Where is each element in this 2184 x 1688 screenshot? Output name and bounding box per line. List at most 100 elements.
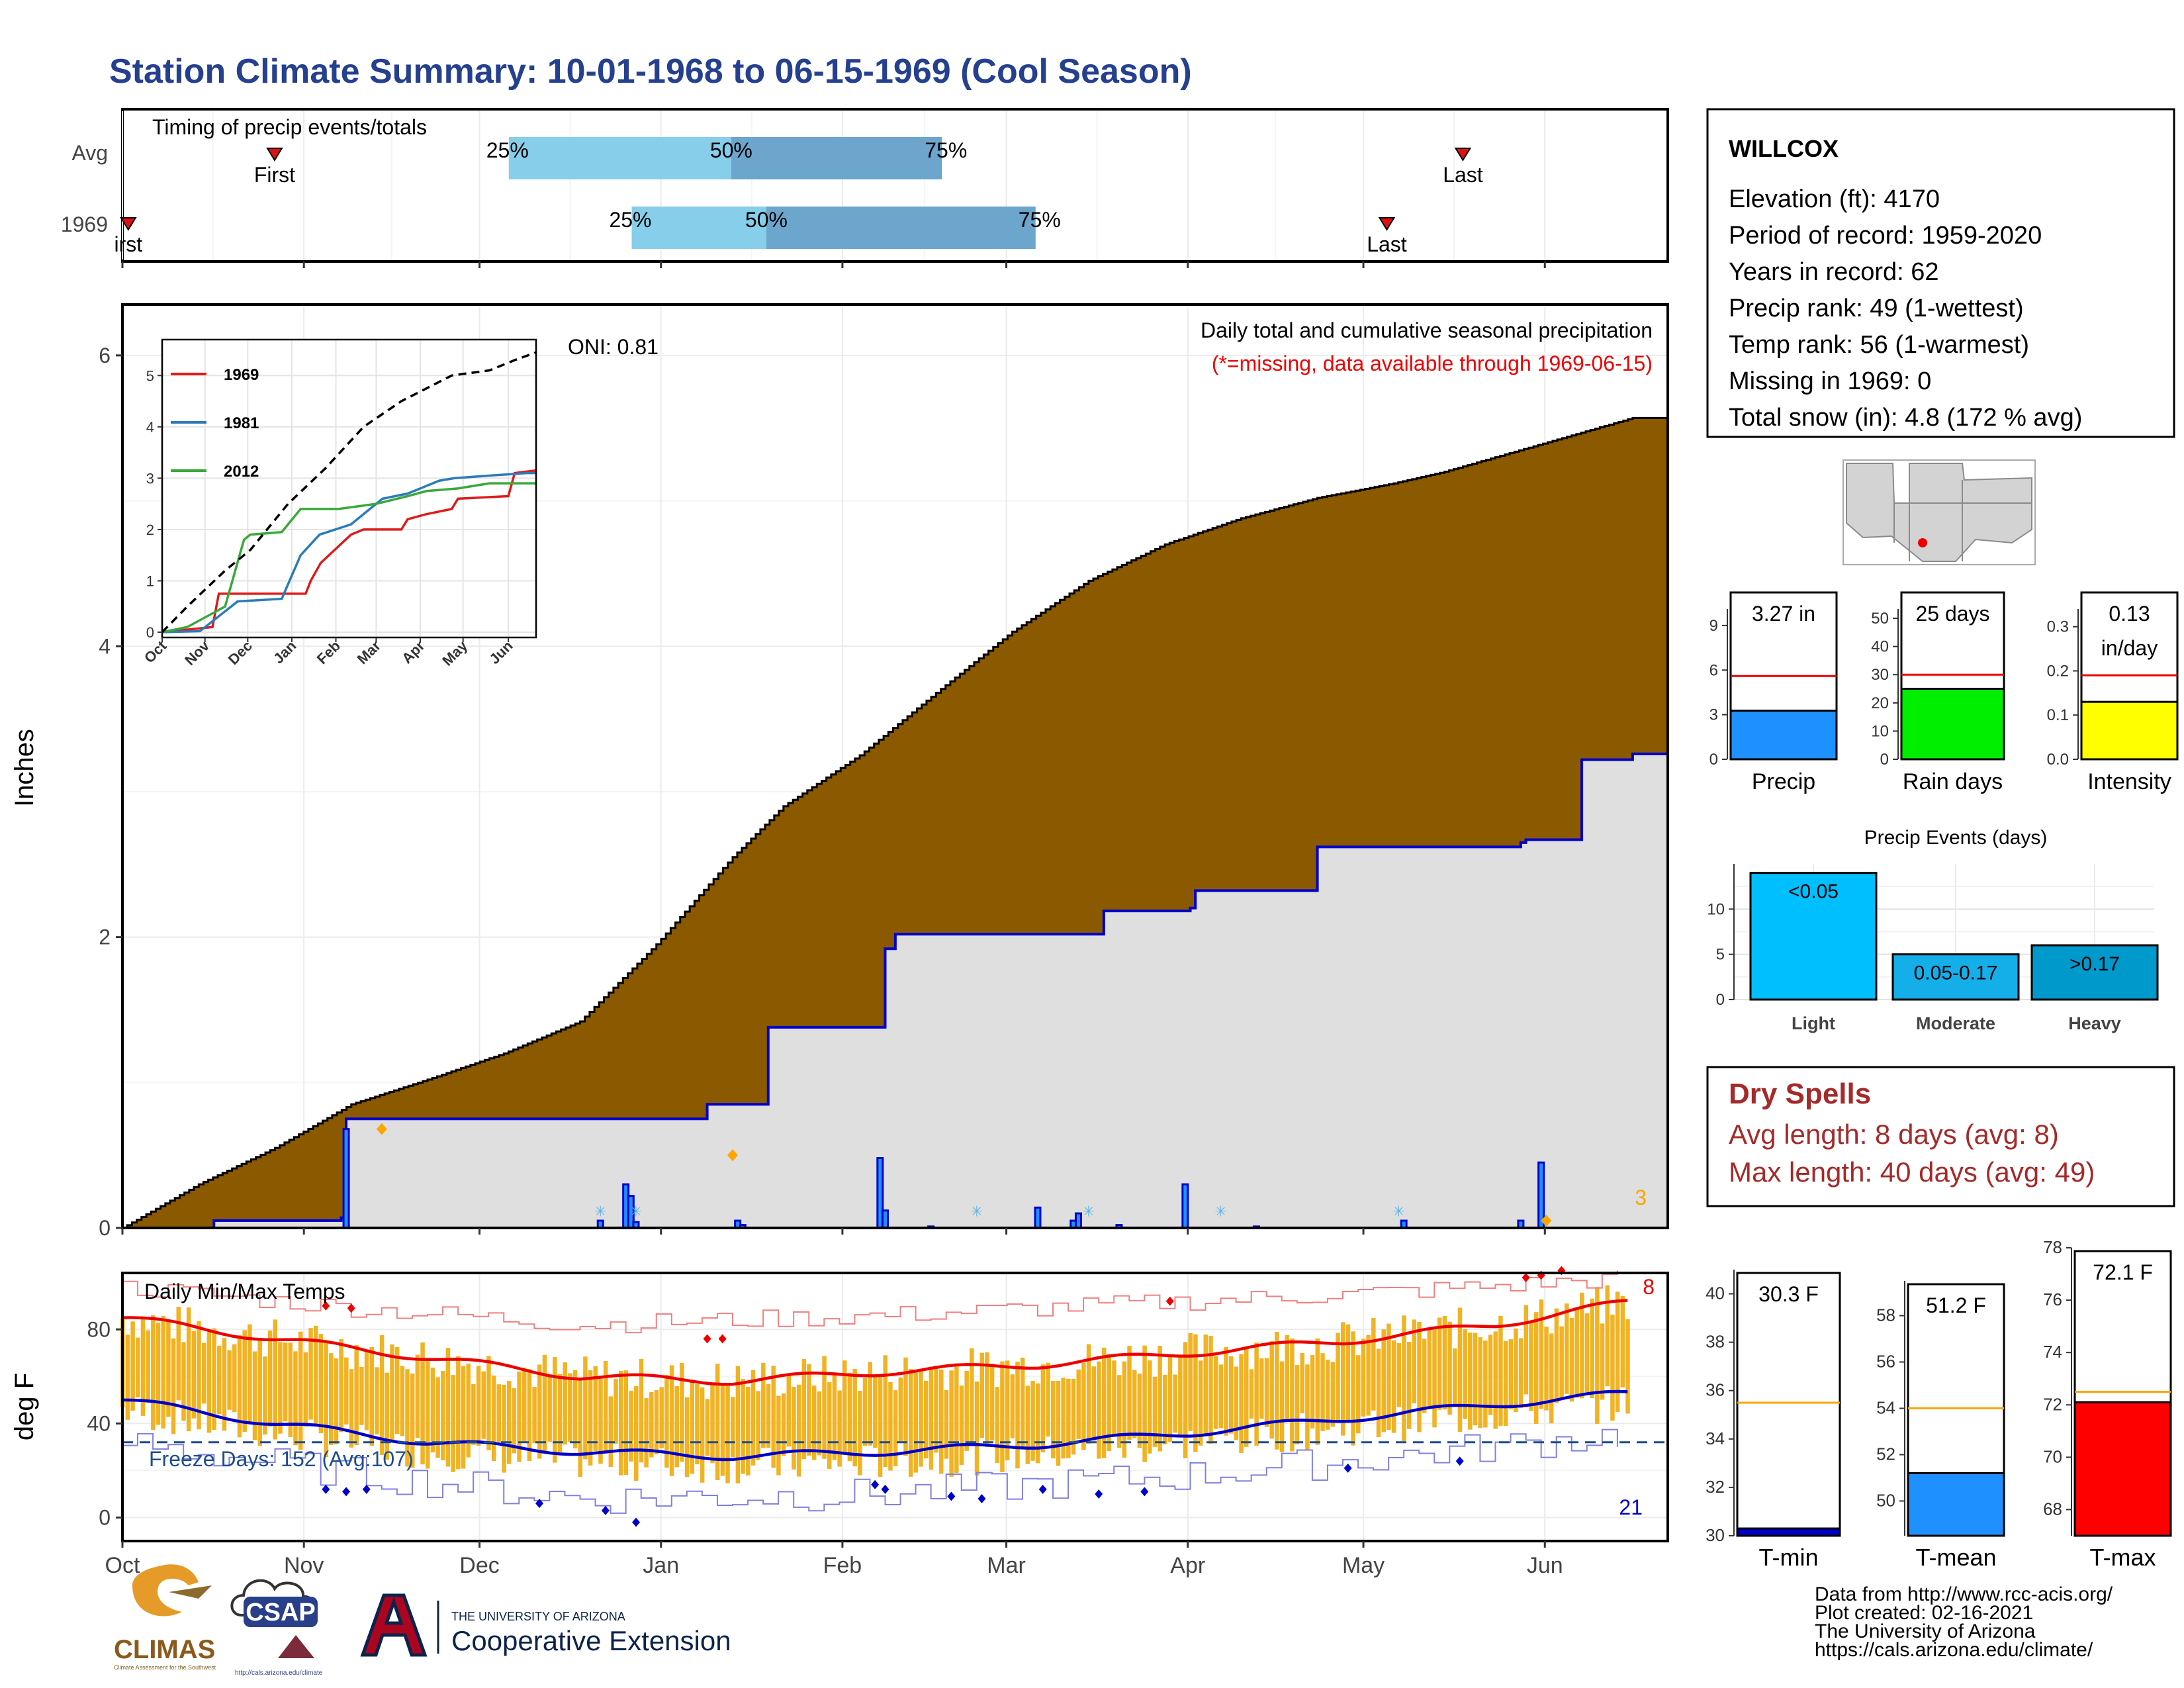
temp-daily-bar-251	[1396, 1342, 1402, 1407]
temp-daily-bar-144	[852, 1369, 857, 1467]
events-ytick-label-10: 10	[1707, 900, 1725, 918]
temp-daily-bar-276	[1524, 1305, 1529, 1395]
temp-daily-bar-159	[929, 1366, 934, 1470]
temp-daily-bar-9	[166, 1321, 171, 1417]
temp-daily-bar-129	[776, 1395, 781, 1476]
temp-daily-bar-220	[1239, 1354, 1244, 1453]
temp-daily-bar-216	[1218, 1364, 1224, 1429]
inset-line-2012	[161, 482, 536, 633]
footer-line-url: https://cals.arizona.edu/climate/	[1815, 1639, 2093, 1661]
temp-daily-bar-110	[680, 1362, 684, 1462]
temp-daily-bar-286	[1574, 1307, 1579, 1398]
temp-daily-bar-40	[324, 1342, 328, 1458]
temp-daily-bar-84	[547, 1374, 552, 1442]
temp-daily-bar-240	[1340, 1322, 1345, 1436]
temp-daily-bar-14	[191, 1331, 197, 1419]
timing-label-year: 1969	[61, 212, 108, 236]
month-label-Oct: Oct	[105, 1553, 140, 1578]
temp-daily-bar-23	[237, 1335, 242, 1438]
temp-daily-bar-50	[375, 1367, 379, 1434]
summary-ytick-label-1-50: 50	[1871, 610, 1889, 628]
footer-info: Data from http://www.rcc-acis.org/ Plot …	[1815, 1583, 2113, 1661]
temp-daily-bar-121	[735, 1366, 741, 1483]
temp-lines	[122, 1266, 1668, 1527]
csap-badge	[244, 1597, 318, 1627]
temp-daily-bar-103	[644, 1398, 649, 1468]
temp-daily-bar-146	[862, 1378, 868, 1446]
precip-summary-charts: 0 3 6 9 3.27 in Precip 0 10 20 30 40 50 25 days Rain …	[1709, 591, 2179, 794]
temp-daily-bar-192	[1097, 1361, 1101, 1459]
tsum-ytick-label-2-76: 76	[2043, 1289, 2062, 1309]
temp-summary-charts: 30 32 34 36 38 40 30.3 F T-min 50 52 54 56 58 51.2 F T…	[1706, 1237, 2172, 1571]
temp-daily-bar-101	[634, 1385, 639, 1481]
temp-daily-bar-219	[1234, 1366, 1239, 1440]
temp-daily-bar-177	[1020, 1358, 1025, 1447]
temp-daily-bar-130	[781, 1393, 786, 1456]
temp-daily-bar-116	[710, 1382, 715, 1464]
snow-marker-5: ✳	[1392, 1203, 1404, 1219]
tsum-bar-T-mean	[1907, 1472, 2005, 1537]
precip-obs-cumulative-line	[122, 752, 1668, 1229]
climas-logo-subtitle: Climate Assessment for the Southwest	[114, 1664, 216, 1671]
footer-line-data: Data from http://www.rcc-acis.org/	[1815, 1583, 2113, 1605]
summary-value-Intensity-0: 0.13	[2109, 602, 2150, 626]
tsum-ytick-label-0-38: 38	[1706, 1332, 1725, 1352]
month-label-Dec: Dec	[459, 1553, 499, 1578]
summary-ytick-label-2-0.0: 0.0	[2047, 751, 2069, 769]
temp-daily-bar-134	[801, 1358, 807, 1460]
temp-daily-bar-22	[232, 1344, 237, 1413]
station-period: Period of record: 1959-2020	[1729, 222, 2042, 250]
temp-daily-bar-24	[242, 1330, 247, 1432]
temp-daily-bar-196	[1116, 1375, 1122, 1448]
temp-daily-bar-186	[1066, 1378, 1071, 1458]
temp-daily-bar-250	[1391, 1340, 1396, 1433]
temp-daily-bar-221	[1244, 1348, 1249, 1447]
inset-grid	[161, 340, 536, 637]
temp-daily-bar-164	[954, 1363, 959, 1474]
temp-daily-bar-228	[1279, 1361, 1285, 1452]
temp-daily-bar-267	[1478, 1337, 1482, 1429]
tsum-label-T-max: T-max	[2089, 1544, 2156, 1571]
precip-obs-cumulative-area	[122, 753, 1668, 1228]
tsum-ytick-label-2-68: 68	[2043, 1499, 2062, 1519]
temp-daily-bar-89	[572, 1370, 578, 1449]
missing-marker-2	[1541, 1215, 1552, 1227]
ua-cooperative-extension-logo[interactable]: THE UNIVERSITY OF ARIZONA Cooperative Ex…	[360, 1593, 731, 1657]
temp-daily-bar-6	[151, 1315, 156, 1430]
tsum-ytick-label-1-54: 54	[1876, 1398, 1895, 1418]
timing-bar-q1-1969	[631, 207, 766, 249]
temp-daily-bar-43	[339, 1338, 343, 1432]
temp-daily-bar-209	[1183, 1342, 1188, 1459]
temp-daily-bar-171	[989, 1364, 995, 1441]
temp-daily-bar-46	[354, 1345, 359, 1446]
tsum-ytick-label-0-36: 36	[1706, 1380, 1725, 1400]
csap-logo[interactable]: CSAP http://cals.arizona.edu/climate	[230, 1579, 323, 1677]
tsum-ytick-label-1-52: 52	[1876, 1444, 1895, 1464]
timing-label-q50-Avg: 50%	[710, 138, 752, 162]
timing-last-label-Avg: Last	[1443, 163, 1483, 187]
temp-daily-bar-104	[649, 1391, 654, 1458]
snow-marker-1: ✳	[630, 1203, 642, 1219]
summary-label-Intensity: Intensity	[2087, 769, 2171, 794]
temp-daily-bar-191	[1091, 1366, 1097, 1441]
temp-daily-bar-142	[842, 1360, 847, 1454]
temp-daily-bar-261	[1447, 1321, 1452, 1415]
temp-daily-bar-162	[944, 1389, 949, 1459]
temp-daily-bar-94	[598, 1377, 603, 1464]
temp-daily-bar-273	[1508, 1339, 1514, 1410]
record-low-marker-11	[1095, 1489, 1103, 1499]
temp-daily-bar-249	[1387, 1323, 1391, 1430]
temp-daily-bar-131	[786, 1374, 792, 1447]
temp-daily-bar-260	[1442, 1316, 1447, 1410]
temp-daily-bar-18	[212, 1328, 216, 1430]
temp-daily-bar-247	[1376, 1348, 1381, 1437]
temp-daily-bar-243	[1356, 1355, 1361, 1434]
temp-daily-bar-96	[608, 1396, 614, 1468]
temp-daily-bar-5	[146, 1330, 150, 1403]
temp-daily-bar-236	[1320, 1353, 1325, 1431]
events-bar-Heavy	[2030, 944, 2159, 1001]
temp-daily-bar-283	[1559, 1326, 1564, 1398]
climas-logo[interactable]: CLIMAS Climate Assessment for the Southw…	[114, 1564, 216, 1671]
station-location-dot	[1918, 538, 1927, 547]
